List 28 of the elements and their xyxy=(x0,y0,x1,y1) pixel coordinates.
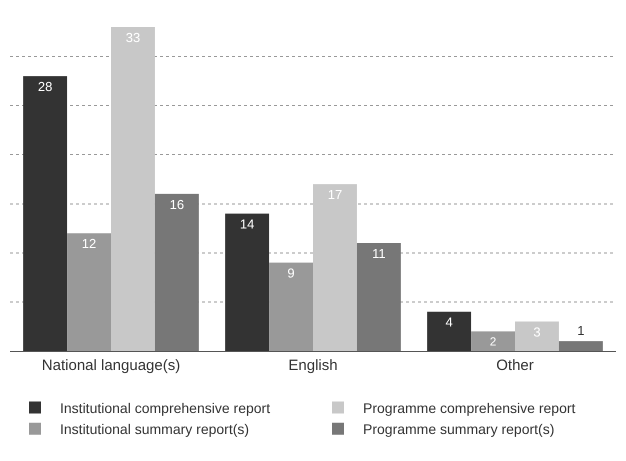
x-tick-label: Other xyxy=(496,357,534,374)
bar xyxy=(558,341,603,351)
bar xyxy=(111,27,155,351)
bar xyxy=(154,194,199,351)
bar xyxy=(225,214,270,351)
data-label: 14 xyxy=(240,216,254,232)
bar xyxy=(313,184,357,351)
data-label: 4 xyxy=(445,314,453,330)
legend-label: Programme summary report(s) xyxy=(363,421,554,438)
bar xyxy=(356,243,401,351)
legend-label: Institutional summary report(s) xyxy=(60,421,250,438)
bar xyxy=(427,312,472,351)
data-label: 11 xyxy=(372,246,386,262)
data-label: 1 xyxy=(577,323,585,338)
data-label: 16 xyxy=(170,196,184,212)
legend-label: Programme comprehensive report xyxy=(363,400,576,416)
x-tick-label: National language(s) xyxy=(42,357,180,374)
x-tick-label: English xyxy=(288,357,338,374)
bar xyxy=(471,331,515,351)
data-label: 12 xyxy=(82,236,96,252)
data-label: 28 xyxy=(38,79,52,94)
data-label: 9 xyxy=(287,266,295,281)
bar xyxy=(515,322,559,351)
bar xyxy=(23,76,68,351)
legend-label: Institutional comprehensive report xyxy=(60,400,270,416)
data-label: 2 xyxy=(490,334,496,348)
bar xyxy=(269,262,313,351)
bar xyxy=(67,233,111,351)
